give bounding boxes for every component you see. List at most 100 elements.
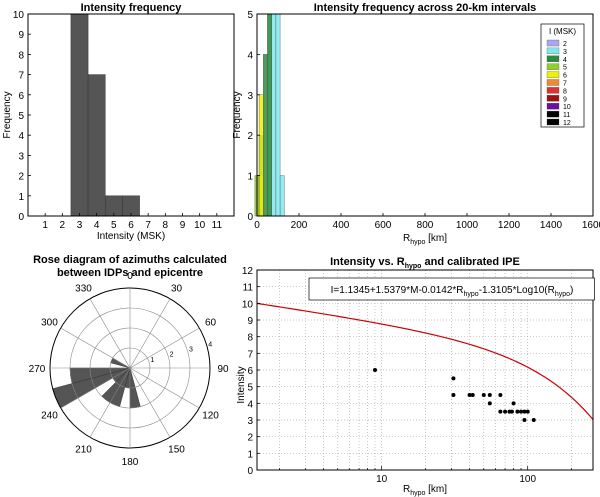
chart2-legend-swatch-4	[546, 55, 560, 62]
chart2-ytick-label: 2	[247, 131, 253, 142]
chart4-point-12	[509, 409, 514, 414]
chart4-xlabel: Rhypo [km]	[403, 484, 447, 497]
chart2-legend-label-2: 2	[563, 41, 567, 48]
chart3-ring-label-2: 2	[170, 352, 174, 359]
chart3-spoke-210	[89, 367, 131, 438]
chart2-legend-swatch-3	[546, 47, 560, 55]
chart1-xtick-label: 5	[111, 220, 117, 231]
chart1-ytick-label: 7	[18, 71, 24, 82]
chart2-legend-swatch-8	[546, 87, 560, 94]
chart1-ytick-label: 2	[18, 172, 24, 183]
chart1-ytick-label: 1	[18, 192, 24, 203]
chart2-ytick-label: 1	[247, 172, 253, 183]
chart1-xtick-label: 8	[163, 220, 169, 231]
chart1-title: Intensity frequency	[81, 2, 183, 14]
chart4-xtick-label: 100	[519, 474, 536, 485]
chart1-ytick-label: 0	[18, 212, 24, 223]
chart3-spoke-150	[129, 367, 171, 438]
chart1-axes-box	[27, 13, 235, 217]
chart2-legend-swatch-12	[546, 118, 560, 126]
chart3-angle-label-150: 150	[168, 445, 185, 456]
chart1-xtick-label: 2	[60, 220, 66, 231]
chart3-ring-label-4: 4	[208, 341, 212, 348]
chart2-xtick-label: 200	[291, 220, 308, 231]
chart2-xtick-label: 600	[375, 220, 392, 231]
chart3-spoke-240	[60, 367, 131, 409]
chart4-ytick-label: 1	[247, 449, 253, 460]
chart4-ylabel: Intensity	[236, 366, 247, 403]
chart4-xtick-label: 10	[376, 474, 388, 485]
chart1-ytick-label: 8	[18, 50, 24, 61]
chart2-ytick-label: 4	[247, 50, 253, 61]
chart4-ytick-label: 5	[247, 383, 253, 394]
chart2-title: Intensity frequency across 20-km interva…	[314, 2, 537, 14]
chart2-legend-swatch-5	[546, 63, 560, 70]
chart2-legend-label-9: 9	[563, 96, 567, 103]
chart1-ylabel: Frequency	[2, 91, 13, 138]
chart4-ytick-label: 7	[247, 349, 253, 360]
chart2-xtick-label: 1000	[456, 220, 479, 231]
chart3-angle-label-240: 240	[41, 411, 58, 422]
chart2-bar-i4-r40	[263, 54, 268, 217]
chart1-xlabel: Intensity (MSK)	[97, 231, 165, 242]
chart4-point-14	[515, 409, 520, 414]
chart2-legend-label-11: 11	[563, 112, 570, 119]
chart1-bar-5	[105, 195, 123, 217]
chart4-point-5	[481, 393, 486, 397]
chart3-ring-label-1: 1	[150, 357, 154, 364]
chart4-point-13	[511, 401, 516, 406]
chart4-point-6	[487, 393, 492, 397]
chart2-xtick-label: 800	[417, 220, 434, 231]
chart2-legend-label-10: 10	[563, 104, 571, 111]
chart3-ring-label-3: 3	[189, 346, 193, 353]
chart4-ytick-label: 4	[247, 399, 253, 410]
chart2-legend-label-12: 12	[563, 120, 571, 127]
chart2-legend-title: I (MSK)	[549, 27, 576, 36]
chart2-legend-swatch-2	[546, 39, 560, 47]
chart2-legend-label-3: 3	[563, 49, 567, 56]
chart4-point-15	[519, 409, 524, 414]
chart3-angle-label-330: 330	[75, 283, 92, 294]
chart3-angle-label-210: 210	[75, 445, 92, 456]
chart2-bar-i3-r80	[271, 13, 277, 217]
chart4-point-17	[522, 418, 527, 422]
chart2-bar-i3-r100	[275, 13, 281, 217]
chart4-ytick-label: 3	[247, 416, 253, 427]
chart1-xtick-label: 10	[194, 220, 206, 231]
chart4-point-18	[525, 409, 530, 414]
chart2-ytick-label: 0	[247, 212, 253, 223]
chart3-angle-label-270: 270	[29, 364, 46, 375]
chart3-spoke-120	[129, 367, 200, 409]
chart4-ytick-label: 0	[247, 466, 253, 477]
chart1-xtick-label: 6	[128, 220, 134, 231]
chart1-ytick-label: 5	[18, 111, 24, 122]
chart4-equation-box	[308, 277, 595, 301]
chart4-point-19	[531, 418, 536, 422]
chart4-ytick-label: 11	[243, 283, 254, 294]
chart4-point-3	[467, 393, 472, 397]
chart4-point-9	[498, 409, 503, 414]
chart3-title-line2: between IDPs and epicentre	[57, 267, 203, 279]
chart2-legend-label-7: 7	[563, 81, 567, 88]
chart4-point-10	[503, 409, 508, 414]
chart2-legend-swatch-6	[546, 71, 560, 78]
chart2-bar-i3-r120	[279, 175, 285, 217]
chart3-spoke-60	[129, 327, 200, 369]
chart4-point-8	[498, 393, 503, 397]
chart2-legend-swatch-7	[546, 79, 560, 86]
chart2-legend-label-5: 5	[563, 65, 567, 72]
chart4-equation: I=1.1345+1.5379*M-0.0142*Rhypo-1.3105*Lo…	[331, 285, 574, 298]
chart4-ytick-label: 2	[247, 433, 253, 444]
chart4-point-0	[373, 368, 378, 372]
chart1-ytick-label: 4	[18, 131, 24, 142]
chart3-angle-label-0: 0	[127, 271, 133, 282]
chart3-angle-label-180: 180	[122, 457, 139, 468]
chart2-ytick-label: 5	[247, 10, 253, 21]
chart3-spoke-300	[60, 327, 131, 369]
chart2-legend-swatch-9	[546, 95, 560, 102]
chart2-legend-label-4: 4	[563, 57, 567, 64]
chart3-angle-label-300: 300	[41, 318, 58, 329]
chart4-ytick-label: 9	[247, 316, 253, 327]
chart4-point-4	[470, 393, 475, 397]
